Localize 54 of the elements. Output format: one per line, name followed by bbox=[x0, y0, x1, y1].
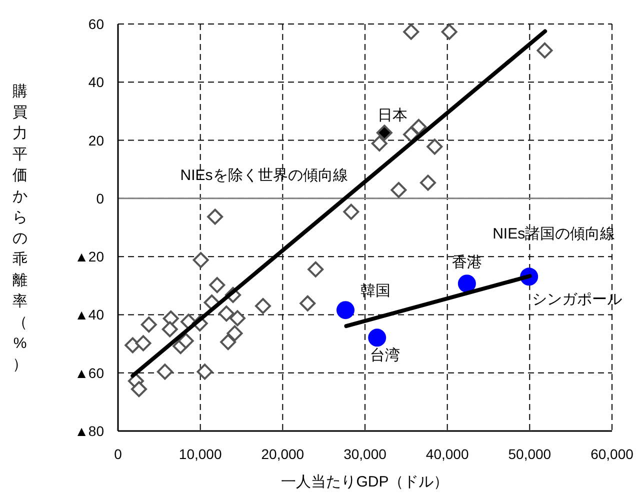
point bbox=[124, 337, 141, 354]
y-tick-label: ▲40 bbox=[74, 306, 104, 323]
point bbox=[130, 381, 147, 398]
point bbox=[536, 42, 553, 58]
point bbox=[308, 261, 324, 278]
point bbox=[343, 204, 360, 220]
series-label: 韓国 bbox=[360, 282, 390, 300]
x-tick-label: 30,000 bbox=[344, 446, 387, 462]
point bbox=[371, 135, 388, 152]
series-label: 香港 bbox=[452, 254, 482, 272]
x-tick-label: 10,000 bbox=[178, 446, 222, 462]
point bbox=[192, 252, 209, 268]
y-tick-label: 0 bbox=[96, 190, 104, 206]
series-label: シンガポール bbox=[532, 291, 622, 308]
point bbox=[403, 24, 420, 40]
series-label: 台湾 bbox=[370, 347, 400, 364]
series-label: NIEsを除く世界の傾向線 bbox=[180, 166, 348, 184]
x-tick-label: 0 bbox=[114, 446, 122, 462]
series-label: 日本 bbox=[377, 107, 408, 124]
point bbox=[226, 325, 243, 342]
point bbox=[220, 334, 236, 350]
point bbox=[209, 277, 226, 294]
point bbox=[458, 274, 476, 293]
point bbox=[300, 295, 316, 312]
point bbox=[218, 306, 234, 322]
y-tick-label: 60 bbox=[88, 16, 104, 32]
point bbox=[441, 24, 458, 40]
point bbox=[368, 328, 386, 347]
point bbox=[178, 332, 194, 349]
x-axis-title: 一人当たりGDP（ドル） bbox=[281, 474, 449, 490]
point bbox=[140, 316, 157, 333]
point bbox=[162, 321, 178, 338]
point bbox=[336, 301, 354, 320]
x-tick-label: 20,000 bbox=[261, 446, 304, 462]
y-tick-label: 20 bbox=[88, 132, 104, 148]
point bbox=[254, 298, 271, 314]
x-tick-label: 40,000 bbox=[426, 446, 469, 462]
y-tick-label: ▲80 bbox=[74, 423, 104, 439]
x-tick-label: 60,000 bbox=[590, 446, 634, 462]
point bbox=[426, 138, 443, 155]
point bbox=[376, 124, 392, 141]
y-tick-label: 40 bbox=[88, 74, 104, 90]
point bbox=[390, 182, 407, 198]
y-tick-label: ▲20 bbox=[74, 248, 104, 265]
point bbox=[410, 118, 427, 135]
y-tick-label: ▲60 bbox=[74, 364, 104, 381]
point bbox=[196, 364, 213, 380]
point bbox=[135, 335, 152, 352]
point bbox=[229, 310, 246, 326]
point bbox=[207, 208, 224, 225]
point bbox=[156, 364, 173, 380]
x-tick-label: 50,000 bbox=[508, 446, 552, 462]
point bbox=[420, 174, 436, 191]
text: 購買力平価からの乖離率（%） bbox=[12, 83, 28, 373]
